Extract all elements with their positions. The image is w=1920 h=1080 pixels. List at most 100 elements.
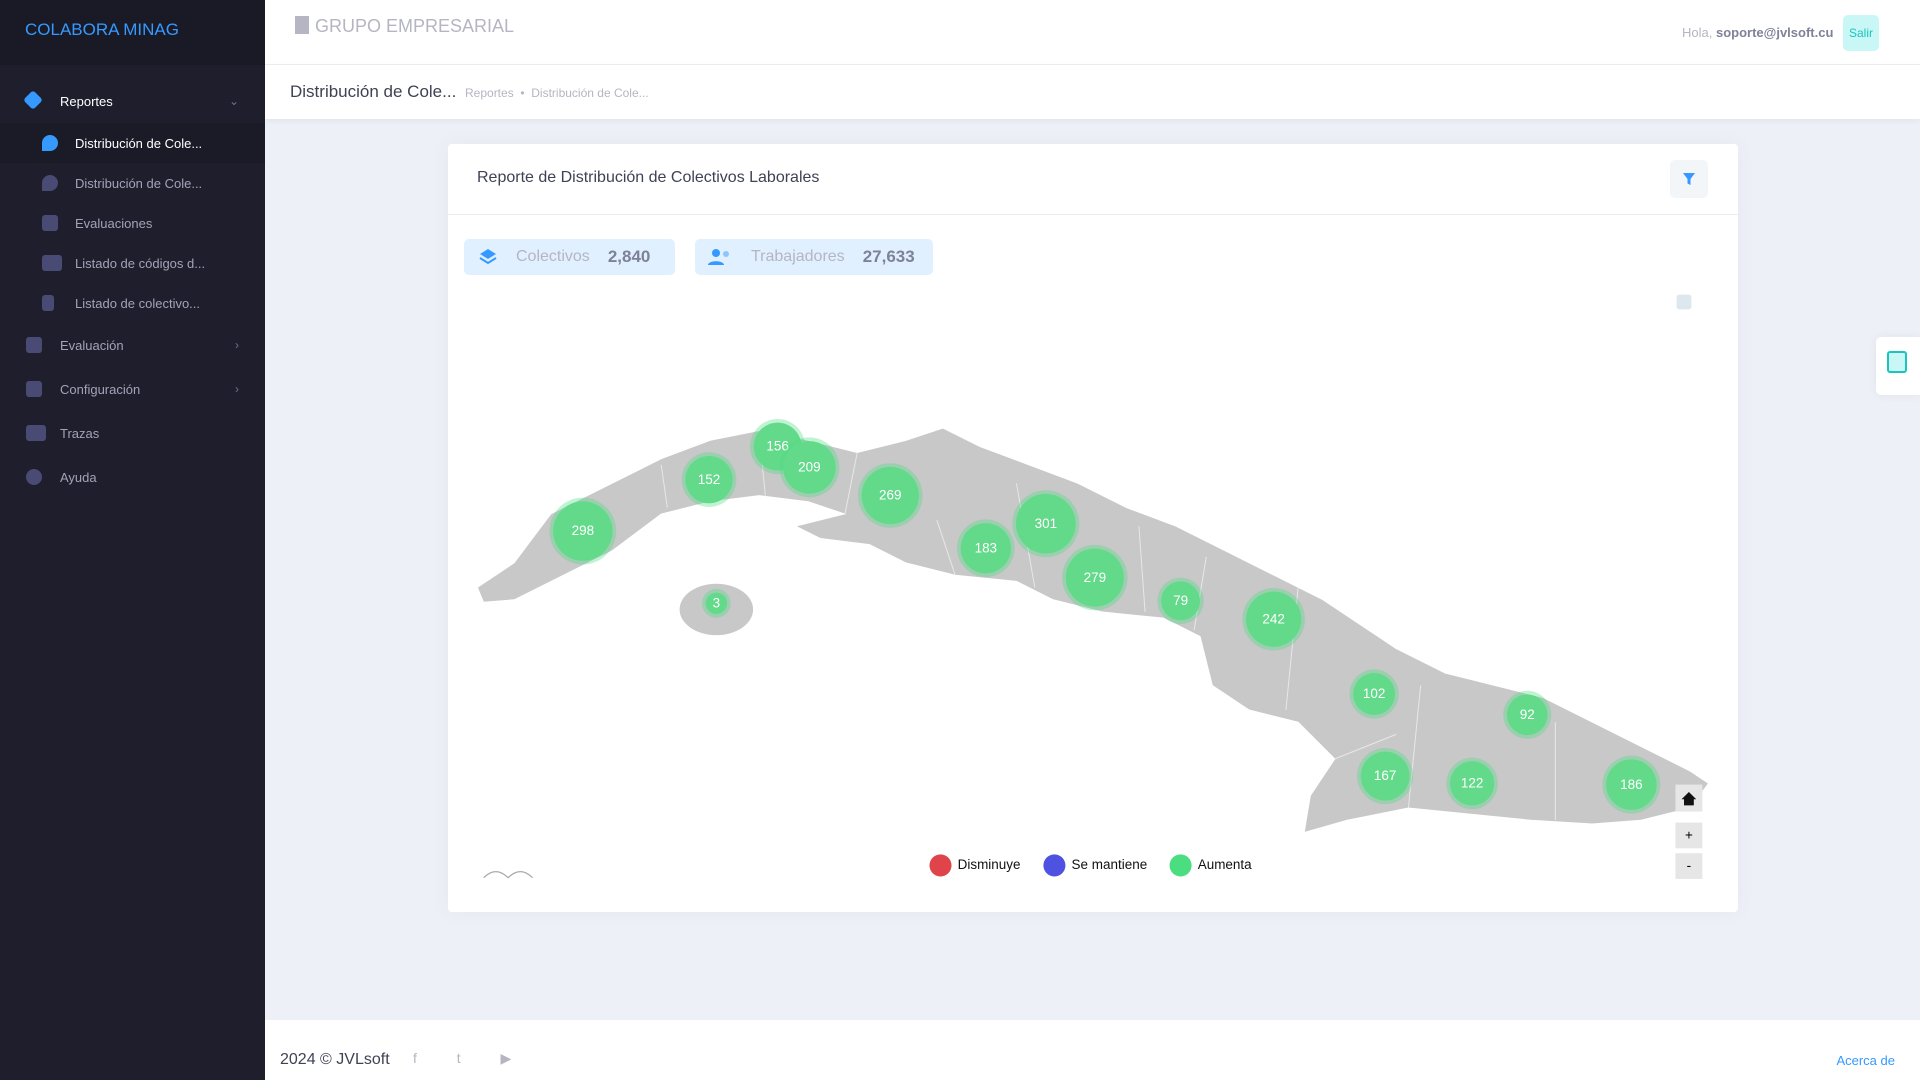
zoom-in[interactable] bbox=[1675, 822, 1703, 849]
cluster-core bbox=[1065, 548, 1124, 607]
brand[interactable]: COLABORA MINAG bbox=[0, 0, 265, 65]
cluster-label: 152 bbox=[698, 472, 720, 487]
submenu-label: Evaluaciones bbox=[75, 215, 153, 231]
cluster-label: 298 bbox=[572, 523, 594, 538]
breadcrumb-item[interactable]: Distribución de Cole... bbox=[531, 86, 649, 100]
submenu-item[interactable]: Distribución de Cole... bbox=[0, 123, 265, 163]
cluster-label: 269 bbox=[879, 488, 901, 503]
cluster-core bbox=[861, 466, 919, 525]
subheader: Distribución de Cole... Reportes • Distr… bbox=[265, 65, 1920, 119]
cluster-core bbox=[1506, 694, 1548, 736]
cluster-label: 209 bbox=[798, 460, 820, 475]
stat-pill: Colectivos 2,840 bbox=[464, 239, 675, 275]
header-title-text: GRUPO EMPRESARIAL bbox=[315, 16, 515, 36]
submenu-label: Listado de códigos d... bbox=[75, 255, 206, 271]
cluster-label: 186 bbox=[1620, 777, 1642, 792]
social-icons[interactable]: f t ▶ bbox=[413, 1050, 530, 1066]
legend-label: Disminuye bbox=[958, 857, 1021, 872]
cluster-label: 3 bbox=[713, 596, 721, 611]
sidebar: COLABORA MINAG Reportes ⌄ Distribución de… bbox=[0, 0, 265, 1080]
map: + - 298 152 156 209 269 183 301 279 79 242 102 92 16… bbox=[477, 294, 1710, 879]
cluster-label: 167 bbox=[1374, 768, 1396, 783]
cluster-core bbox=[1606, 759, 1657, 810]
scale-line bbox=[483, 870, 534, 879]
cluster-core bbox=[960, 523, 1011, 574]
submenu-item[interactable]: Listado de códigos d... bbox=[0, 243, 265, 283]
legend-swatch bbox=[1169, 854, 1192, 877]
stat-label: Trabajadores bbox=[751, 248, 845, 265]
menu-label: Evaluación bbox=[60, 337, 124, 353]
menu-item[interactable]: Trazas bbox=[0, 413, 265, 453]
submenu-label: Distribución de Cole... bbox=[75, 135, 203, 151]
cluster-core bbox=[685, 455, 733, 504]
zoom-out-label: - bbox=[1687, 858, 1692, 873]
stat-pill: Trabajadores 27,633 bbox=[695, 239, 933, 275]
page-title: Distribución de Cole... bbox=[290, 82, 457, 101]
filter-button[interactable] bbox=[1670, 160, 1708, 198]
menu-item[interactable]: Reportes ⌄ bbox=[0, 81, 265, 121]
stat-label: Colectivos bbox=[516, 248, 590, 265]
legend-swatch bbox=[1043, 854, 1066, 877]
submenu-label: Listado de colectivo... bbox=[75, 295, 201, 311]
menu-item[interactable]: Evaluación › bbox=[0, 325, 265, 365]
cluster-label: 122 bbox=[1461, 776, 1483, 791]
user-info: Hola, soporte@jvlsoft.cu bbox=[1682, 25, 1833, 40]
cluster-core bbox=[1161, 581, 1201, 621]
submenu-item[interactable]: Distribución de Cole... bbox=[0, 163, 265, 203]
card-title: Reporte de Distribución de Colectivos La… bbox=[477, 169, 820, 186]
cluster-core bbox=[1449, 761, 1495, 806]
footer: 2024 © JVLsoft f t ▶ Acerca de bbox=[265, 1020, 1920, 1080]
copyright: 2024 © JVLsoft bbox=[280, 1051, 390, 1068]
stat-value: 2,840 bbox=[607, 247, 651, 266]
user: soporte@jvlsoft.cu bbox=[1715, 25, 1834, 40]
submenu-label: Distribución de Cole... bbox=[75, 175, 203, 191]
cluster-core bbox=[553, 501, 613, 561]
excel-icon bbox=[1887, 351, 1907, 373]
logout-button[interactable]: Salir bbox=[1843, 15, 1879, 51]
cluster-core bbox=[705, 592, 728, 615]
cluster-label: 79 bbox=[1173, 593, 1188, 608]
cluster-label: 102 bbox=[1363, 686, 1385, 701]
about-link[interactable]: Acerca de bbox=[1836, 1053, 1895, 1068]
export-widget[interactable] bbox=[1876, 337, 1920, 395]
users-icon bbox=[708, 249, 729, 265]
cluster-core bbox=[1016, 493, 1076, 554]
filter-icon bbox=[1683, 173, 1695, 185]
header: GRUPO EMPRESARIAL Hola, soporte@jvlsoft.… bbox=[265, 0, 1920, 65]
save-icon[interactable] bbox=[1676, 294, 1692, 310]
home-icon bbox=[1681, 791, 1697, 806]
zoom-out[interactable] bbox=[1675, 853, 1703, 879]
layers-icon bbox=[479, 249, 497, 265]
menu-item[interactable]: Ayuda bbox=[0, 457, 265, 497]
cluster-core bbox=[1360, 751, 1410, 801]
menu-item[interactable]: Configuración › bbox=[0, 369, 265, 409]
island bbox=[477, 427, 1710, 833]
menu-label: Trazas bbox=[60, 425, 100, 441]
cluster-core bbox=[783, 441, 836, 494]
cluster-label: 156 bbox=[766, 439, 788, 454]
legend-label: Aumenta bbox=[1198, 857, 1252, 872]
cluster-label: 242 bbox=[1262, 611, 1284, 626]
legend-label: Se mantiene bbox=[1072, 857, 1148, 872]
cluster-label: 183 bbox=[975, 540, 997, 555]
greeting: Hola, bbox=[1682, 25, 1713, 40]
cluster-label: 279 bbox=[1084, 570, 1106, 585]
legend-swatch bbox=[929, 854, 952, 877]
header-title: GRUPO EMPRESARIAL bbox=[295, 16, 514, 37]
menu-label: Reportes bbox=[60, 93, 113, 109]
zoom-controls: + - bbox=[1675, 784, 1703, 879]
divider bbox=[448, 214, 1738, 215]
breadcrumb: Reportes • Distribución de Cole... bbox=[465, 86, 649, 100]
stat-value: 27,633 bbox=[862, 247, 915, 266]
cluster-label: 301 bbox=[1035, 516, 1057, 531]
cluster-core bbox=[1246, 591, 1302, 647]
cluster-core bbox=[1353, 673, 1396, 715]
submenu-item[interactable]: Evaluaciones bbox=[0, 203, 265, 243]
menu-label: Ayuda bbox=[60, 469, 97, 485]
breadcrumb-item[interactable]: Reportes bbox=[465, 86, 514, 100]
menu-label: Configuración bbox=[60, 381, 141, 397]
submenu-item[interactable]: Listado de colectivo... bbox=[0, 283, 265, 323]
zoom-in-label: + bbox=[1685, 828, 1693, 843]
